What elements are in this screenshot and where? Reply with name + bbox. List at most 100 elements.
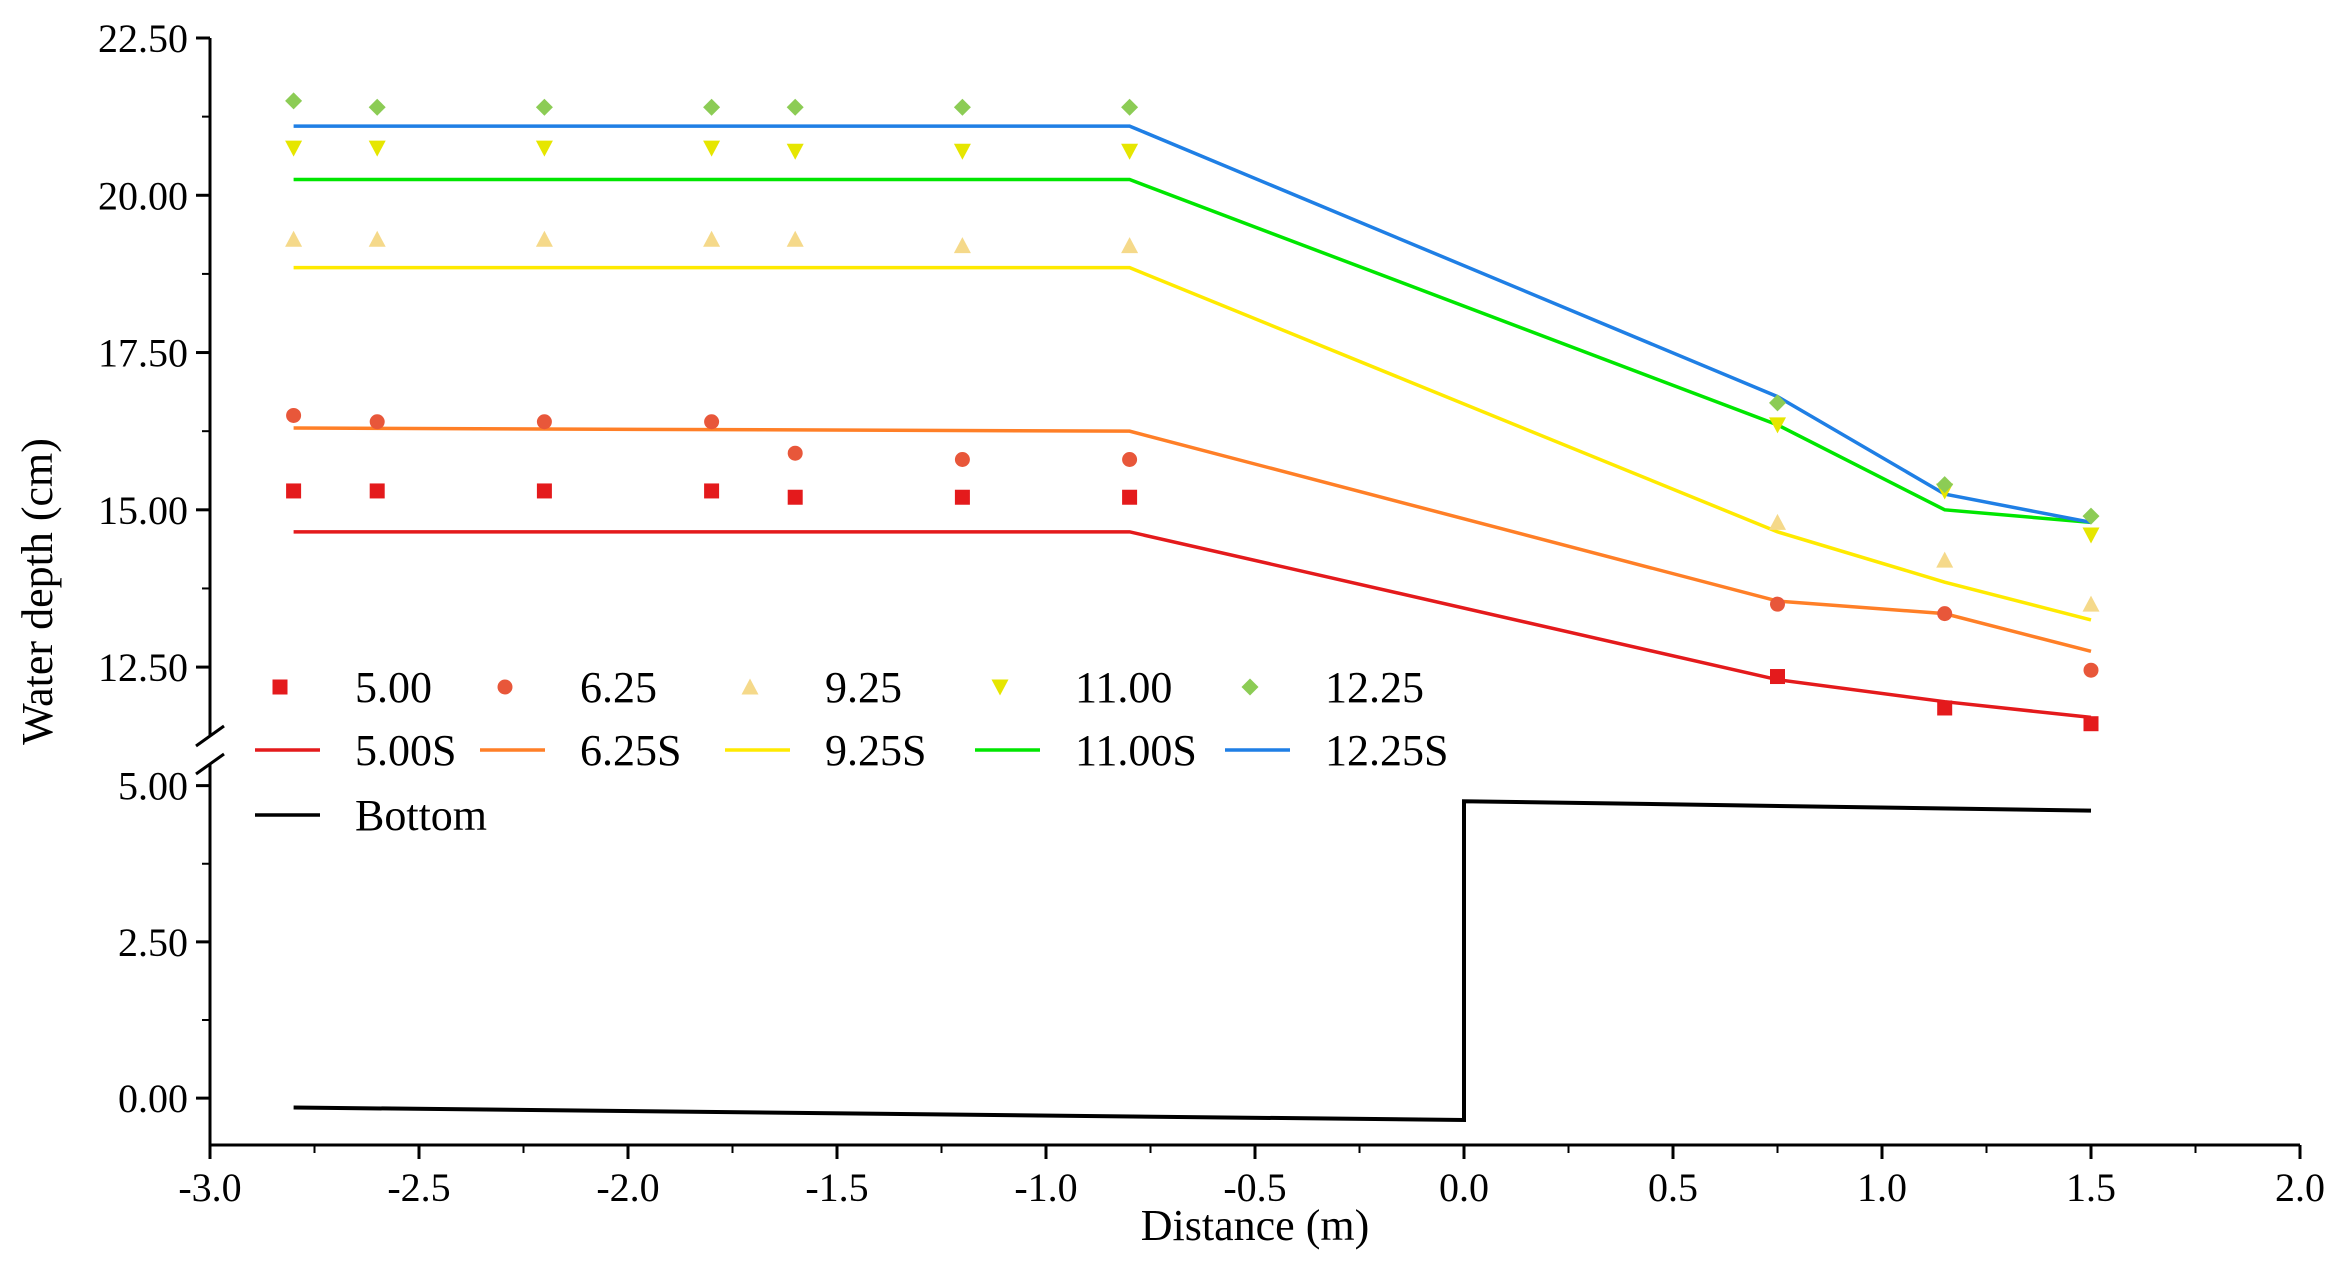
data-point-6-25 — [954, 451, 970, 467]
axes: -3.0 -2.5 -2.0 -1.5 -1.0 -0.5 0.0 0.5 1.0 1.5 2.0 0… — [98, 16, 2325, 1210]
sim-line-12-25S — [293, 124, 2092, 525]
y-tick-label: 0.00 — [118, 1076, 188, 1121]
data-point-11-00 — [1121, 143, 1139, 160]
x-tick-label: -1.5 — [805, 1165, 868, 1210]
data-point-5-00 — [286, 483, 302, 499]
data-point-12-25 — [285, 92, 303, 110]
y-axis-title: Water depth (cm) — [13, 438, 62, 745]
data-point-11-00 — [1769, 417, 1786, 434]
bottom-line-group — [293, 799, 2092, 1123]
y-tick-label: 12.50 — [98, 645, 188, 690]
y-tick-label: 5.00 — [118, 764, 188, 809]
legend-label: 11.00 — [1075, 663, 1172, 712]
data-point-9-25 — [1769, 513, 1786, 530]
data-point-6-25 — [286, 407, 302, 423]
data-point-12-25 — [1769, 394, 1786, 412]
legend-label: 9.25 — [825, 663, 902, 712]
legend-label: 12.25 — [1325, 663, 1424, 712]
legend-label: 6.25S — [580, 726, 681, 775]
sim-line-11-00S — [293, 177, 2092, 525]
legend-marker-6-25 — [497, 679, 513, 695]
x-tick-label: -0.5 — [1223, 1165, 1286, 1210]
data-point-9-25 — [786, 230, 804, 247]
data-point-6-25 — [1122, 451, 1138, 467]
x-tick-label: -2.5 — [387, 1165, 450, 1210]
data-point-6-25 — [787, 445, 803, 461]
data-point-5-00 — [1122, 489, 1138, 505]
data-point-11-00 — [368, 140, 386, 157]
legend-label: 11.00S — [1075, 726, 1197, 775]
legend-marker-12-25 — [1241, 678, 1259, 696]
data-point-5-00 — [787, 489, 803, 505]
data-point-12-25 — [535, 98, 553, 116]
data-point-11-00 — [703, 140, 721, 157]
data-point-12-25 — [2082, 507, 2100, 525]
data-point-12-25 — [368, 98, 386, 116]
data-point-6-25 — [369, 414, 385, 430]
x-tick-label: 1.5 — [2066, 1165, 2116, 1210]
data-point-12-25 — [953, 98, 971, 116]
data-point-12-25 — [703, 98, 721, 116]
data-point-5-00 — [1937, 700, 1953, 716]
data-point-6-25 — [704, 414, 720, 430]
y-tick-label: 22.50 — [98, 16, 188, 61]
data-point-9-25 — [285, 230, 303, 247]
data-point-11-00 — [953, 143, 971, 160]
sim-line-6-25S — [293, 426, 2092, 654]
x-tick-label: 1.0 — [1857, 1165, 1907, 1210]
data-point-6-25 — [2083, 662, 2099, 678]
y-tick-label: 15.00 — [98, 488, 188, 533]
simulated-lines-group — [293, 124, 2092, 720]
legend-label: 6.25 — [580, 663, 657, 712]
data-point-9-25 — [2082, 595, 2100, 612]
data-point-11-00 — [285, 140, 303, 157]
x-tick-label: -3.0 — [178, 1165, 241, 1210]
data-point-12-25 — [1936, 476, 1954, 494]
legend-label: 5.00 — [355, 663, 432, 712]
x-tick-label: 2.0 — [2275, 1165, 2325, 1210]
data-point-11-00 — [535, 140, 553, 157]
legend-marker-11-00 — [991, 679, 1009, 696]
y-tick-label: 2.50 — [118, 920, 188, 965]
sim-line-5-00S — [293, 530, 2092, 720]
x-axis-title: Distance (m) — [1141, 1201, 1369, 1250]
y-axis-break-mark — [195, 752, 225, 776]
data-point-6-25 — [1937, 606, 1953, 622]
data-point-5-00 — [704, 483, 720, 499]
y-tick-label: 17.50 — [98, 331, 188, 376]
y-axis-break-mark — [195, 724, 225, 748]
data-point-9-25 — [368, 230, 386, 247]
legend-label: 5.00S — [355, 726, 456, 775]
data-point-5-00 — [369, 483, 385, 499]
x-tick-label: 0.0 — [1439, 1165, 1489, 1210]
x-tick-label: 0.5 — [1648, 1165, 1698, 1210]
x-tick-label: -2.0 — [596, 1165, 659, 1210]
data-point-5-00 — [536, 483, 552, 499]
measured-markers-group — [285, 92, 2100, 732]
data-point-9-25 — [703, 230, 721, 247]
y-tick-label: 20.00 — [98, 173, 188, 218]
sim-line-9-25S — [293, 265, 2092, 622]
data-point-12-25 — [1121, 98, 1139, 116]
data-point-11-00 — [786, 143, 804, 160]
legend: 5.00 6.25 9.25 11.00 12.25 5.00S 6.25S 9.25S 11.… — [255, 663, 1448, 840]
legend-marker-9-25 — [741, 678, 759, 695]
legend-label: Bottom — [355, 791, 487, 840]
legend-label: 12.25S — [1325, 726, 1448, 775]
data-point-11-00 — [2082, 527, 2100, 544]
data-point-5-00 — [1770, 669, 1785, 685]
data-point-6-25 — [536, 414, 552, 430]
legend-label: 9.25S — [825, 726, 926, 775]
data-point-5-00 — [954, 489, 970, 505]
bottom-line — [293, 799, 2092, 1123]
data-point-9-25 — [1936, 551, 1954, 568]
data-point-12-25 — [786, 98, 804, 116]
data-point-5-00 — [2083, 716, 2099, 732]
legend-marker-5-00 — [272, 679, 288, 695]
data-point-9-25 — [535, 230, 553, 247]
data-point-6-25 — [1770, 596, 1785, 612]
data-point-9-25 — [953, 237, 971, 254]
x-tick-label: -1.0 — [1014, 1165, 1077, 1210]
data-point-9-25 — [1121, 237, 1139, 254]
